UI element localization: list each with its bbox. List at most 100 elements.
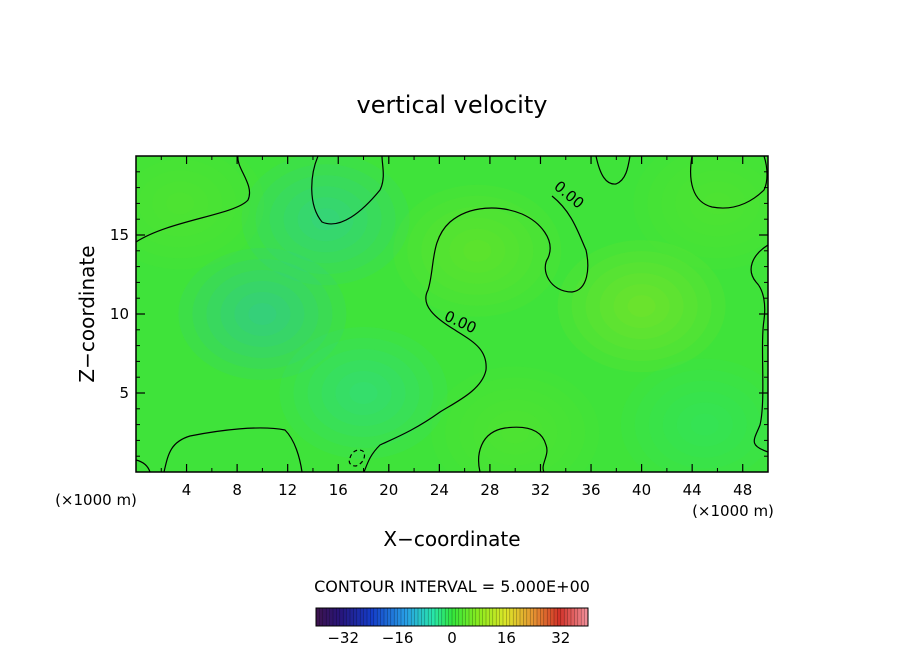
x-tick-label-48: 48 bbox=[733, 481, 752, 499]
field-shade-5-6 bbox=[136, 156, 265, 270]
x-tick-label-32: 32 bbox=[531, 481, 550, 499]
colorbar-cell bbox=[571, 608, 575, 626]
colorbar-tick-labels: −32 −16 0 16 32 bbox=[327, 629, 570, 647]
field-shade-3-4 bbox=[585, 262, 698, 351]
colorbar-cell bbox=[489, 608, 494, 626]
field-shade-7-3 bbox=[473, 399, 558, 466]
x-axis-label: X−coordinate bbox=[383, 527, 520, 551]
colorbar-cell bbox=[503, 608, 507, 626]
colorbar-cell bbox=[329, 608, 334, 626]
contour-zero-right-edge bbox=[690, 156, 768, 209]
colorbar-cell bbox=[550, 608, 555, 626]
colorbar-tick-label-0: −32 bbox=[327, 629, 359, 647]
field-background bbox=[136, 156, 768, 472]
x-tick-label-8: 8 bbox=[232, 481, 242, 499]
field-shade-2-4 bbox=[307, 349, 420, 437]
colorbar-cell bbox=[462, 608, 466, 626]
field-shade-3-2 bbox=[613, 284, 670, 329]
colorbar-cell bbox=[322, 608, 327, 626]
contour-lines bbox=[136, 156, 768, 472]
field-shade-8-4 bbox=[648, 380, 761, 469]
colorbar-cell bbox=[353, 608, 358, 626]
field-shade-6-4 bbox=[661, 159, 768, 248]
colorbar-cell bbox=[469, 608, 473, 626]
field-shade-3-6 bbox=[557, 240, 726, 373]
x-tick-label-44: 44 bbox=[683, 481, 702, 499]
field-shade-1-1 bbox=[311, 208, 340, 231]
x-unit-label-right: (×1000 m) bbox=[692, 502, 774, 520]
field-shade-1-5 bbox=[255, 164, 396, 275]
colorbar-cell bbox=[380, 608, 385, 626]
field-shade-6-3 bbox=[675, 170, 760, 237]
x-tick-label-12: 12 bbox=[278, 481, 297, 499]
colorbar-cell bbox=[513, 608, 517, 626]
colorbar-cell bbox=[482, 608, 487, 626]
field-shade-2-2 bbox=[335, 371, 392, 415]
colorbar-cell bbox=[397, 608, 402, 626]
field-shade-4-6 bbox=[393, 184, 562, 317]
x-axis-ticks: 4 8 12 16 20 24 28 32 36 40 44 48 bbox=[160, 156, 752, 499]
colorbar-cell bbox=[438, 608, 443, 626]
colorbar-cell bbox=[475, 608, 480, 626]
field-shade-2-5 bbox=[293, 338, 434, 448]
colorbar-cell bbox=[387, 608, 392, 626]
colorbar-cell bbox=[336, 608, 341, 626]
colorbar-cell bbox=[537, 608, 541, 626]
field-shade-2-1 bbox=[349, 382, 378, 404]
contour-negative-small bbox=[348, 449, 366, 467]
colorbar-cell bbox=[411, 608, 415, 626]
colorbar-cell bbox=[567, 608, 572, 626]
field-shade-3-1 bbox=[627, 295, 656, 318]
colorbar-cell bbox=[452, 608, 456, 626]
colorbar-cell bbox=[543, 608, 548, 626]
colorbar-cell bbox=[435, 608, 439, 626]
colorbar-cell bbox=[577, 608, 582, 626]
field-shade-4-3 bbox=[435, 217, 520, 284]
colorbar-cell bbox=[370, 608, 375, 626]
field-shade-0-4 bbox=[206, 270, 319, 358]
colorbar-cell bbox=[384, 608, 388, 626]
field-shade-7-4 bbox=[459, 388, 572, 472]
field-shade-8-3 bbox=[662, 391, 747, 458]
field-shade-6-1 bbox=[703, 192, 732, 215]
field-shade-7-6 bbox=[431, 366, 600, 472]
field-shade-8-2 bbox=[676, 402, 733, 447]
colorbar-cell bbox=[496, 608, 500, 626]
field-shade-5-4 bbox=[136, 159, 237, 248]
chart-title: vertical velocity bbox=[357, 91, 548, 119]
field-shade-5-3 bbox=[138, 170, 223, 237]
colorbar-cell bbox=[428, 608, 432, 626]
colorbar-cell bbox=[520, 608, 524, 626]
colorbar-cell bbox=[486, 608, 490, 626]
contour-zero-lower-right bbox=[478, 426, 548, 472]
y-tick-label-10: 10 bbox=[110, 305, 129, 323]
field-shade-6-5 bbox=[647, 156, 768, 259]
colorbar-cell bbox=[574, 608, 579, 626]
contour-zero-top-left bbox=[136, 156, 251, 243]
colorbar-cell bbox=[479, 608, 483, 626]
x-tick-label-28: 28 bbox=[480, 481, 499, 499]
colorbar-cell bbox=[424, 608, 429, 626]
colorbar-cell bbox=[343, 608, 347, 626]
colorbar-cell bbox=[441, 608, 446, 626]
colorbar-cell bbox=[404, 608, 409, 626]
contour-zero-lower-left bbox=[163, 427, 303, 472]
colorbar-cell bbox=[445, 608, 449, 626]
colorbar-cell bbox=[581, 608, 585, 626]
colorbar-cell bbox=[560, 608, 565, 626]
colorbar-cell bbox=[346, 608, 351, 626]
contour-zero-right-edge-lower bbox=[750, 244, 768, 453]
colorbar-cell bbox=[448, 608, 453, 626]
contour-zero-top-center bbox=[311, 156, 384, 225]
colorbar-cell bbox=[526, 608, 531, 626]
colorbar-tick-label-1: −16 bbox=[382, 629, 414, 647]
x-tick-label-24: 24 bbox=[430, 481, 449, 499]
colorbar-cell bbox=[316, 608, 320, 626]
colorbar-cell bbox=[414, 608, 419, 626]
x-tick-label-4: 4 bbox=[182, 481, 192, 499]
y-tick-label-5: 5 bbox=[119, 384, 129, 402]
field-shading bbox=[136, 156, 768, 472]
colorbar-cell bbox=[584, 608, 589, 626]
colorbar-cell bbox=[373, 608, 378, 626]
x-unit-label-left: (×1000 m) bbox=[55, 491, 137, 509]
